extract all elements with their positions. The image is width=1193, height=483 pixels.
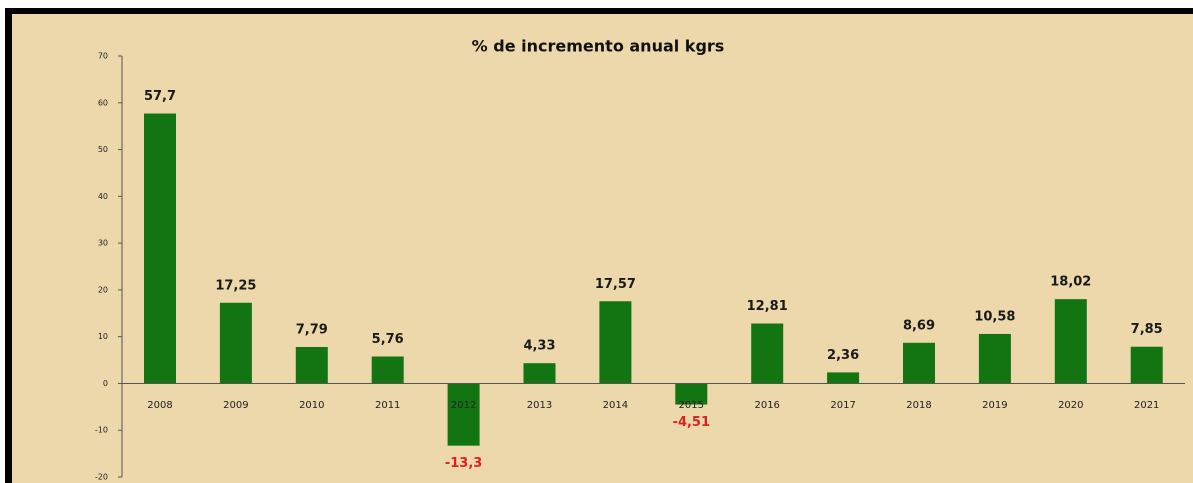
y-tick-label: 0	[103, 379, 108, 388]
value-label: 10,58	[974, 309, 1015, 324]
value-label: 4,33	[523, 339, 555, 354]
value-label: 2,36	[827, 348, 859, 363]
x-tick-label: 2013	[527, 400, 552, 411]
bar	[675, 383, 708, 405]
bar	[447, 383, 480, 446]
y-tick-label: -10	[95, 426, 108, 435]
x-tick-label: 2015	[679, 400, 704, 411]
y-tick-label: 70	[98, 52, 108, 61]
border-top	[5, 8, 1193, 14]
bar	[1130, 346, 1163, 384]
value-label: 5,76	[372, 332, 404, 347]
x-tick-label: 2017	[830, 400, 855, 411]
bar	[978, 333, 1011, 384]
bar	[295, 347, 328, 384]
x-tick-label: 2014	[603, 400, 628, 411]
value-label: 12,81	[747, 299, 788, 314]
value-label: 18,02	[1050, 275, 1091, 290]
chart-bg	[12, 14, 1193, 483]
border-left	[5, 8, 12, 483]
y-tick-label: 20	[98, 285, 108, 294]
bar	[751, 323, 784, 384]
chart-title: % de incremento anual kgrs	[472, 37, 725, 56]
bar	[903, 342, 935, 384]
x-tick-label: 2010	[299, 400, 324, 411]
bar	[371, 356, 404, 384]
y-tick-label: 30	[98, 239, 108, 248]
bar	[599, 301, 632, 384]
y-tick-label: 60	[98, 98, 108, 107]
bar	[144, 113, 176, 384]
value-label: 57,7	[144, 89, 176, 104]
value-label: -4,51	[673, 415, 710, 430]
x-tick-label: 2016	[754, 400, 779, 411]
y-tick-label: -20	[95, 473, 108, 482]
y-tick-label: 40	[98, 192, 108, 201]
x-tick-label: 2012	[451, 400, 476, 411]
x-tick-label: 2008	[147, 400, 172, 411]
bar	[827, 372, 860, 384]
x-tick-label: 2011	[375, 400, 400, 411]
y-tick-label: 10	[98, 332, 108, 341]
value-label: 8,69	[903, 318, 935, 333]
bar	[523, 363, 556, 384]
x-tick-label: 2009	[223, 400, 248, 411]
value-label: 7,79	[296, 323, 328, 338]
bar	[219, 302, 252, 384]
value-label: -13,3	[445, 456, 482, 471]
x-tick-label: 2021	[1134, 400, 1159, 411]
x-tick-label: 2020	[1058, 400, 1083, 411]
x-tick-label: 2018	[906, 400, 931, 411]
value-label: 7,85	[1131, 322, 1163, 337]
y-tick-label: 50	[98, 145, 108, 154]
x-tick-label: 2019	[982, 400, 1007, 411]
value-label: 17,25	[215, 278, 256, 293]
bar	[1054, 299, 1087, 384]
value-label: 17,57	[595, 277, 636, 292]
